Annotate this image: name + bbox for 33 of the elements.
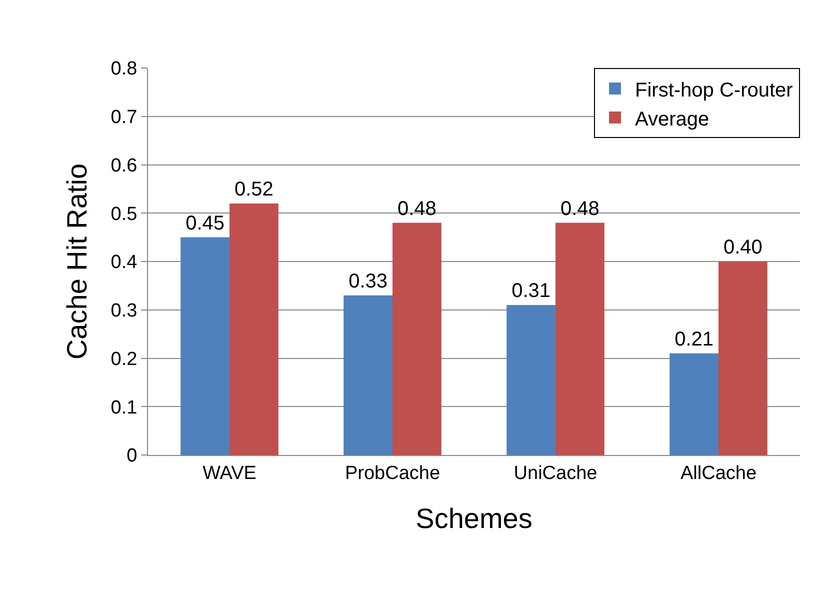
y-tick-label: 0.5 <box>110 204 138 225</box>
bar <box>180 237 230 455</box>
x-tick-label: AllCache <box>680 462 757 484</box>
bar <box>718 262 768 455</box>
legend-label: First-hop C-router <box>635 79 794 102</box>
bar <box>392 222 442 455</box>
data-label: 0.33 <box>348 270 388 292</box>
data-label: 0.52 <box>234 178 274 200</box>
y-tick-label: 0.4 <box>110 252 138 274</box>
bar <box>230 203 278 455</box>
bar <box>506 305 556 455</box>
y-tick-label: 0.3 <box>110 300 138 322</box>
y-axis-title: Cache Hit Ratio <box>61 163 92 360</box>
x-axis-title: Schemes <box>416 502 532 534</box>
x-tick-label: UniCache <box>514 462 598 484</box>
y-tick-label: 0.1 <box>110 397 138 418</box>
x-tick-label: ProbCache <box>344 462 440 484</box>
y-tick-label: 0.2 <box>110 348 138 370</box>
bar <box>556 222 604 455</box>
data-label: 0.31 <box>512 280 551 302</box>
data-label: 0.40 <box>723 236 762 258</box>
y-tick-label: 0.7 <box>110 107 138 128</box>
y-tick-label: 0.8 <box>110 58 138 80</box>
data-label: 0.21 <box>674 328 714 350</box>
y-tick-label: 0.6 <box>110 155 138 176</box>
y-tick-label: 0 <box>126 446 138 467</box>
data-label: 0.45 <box>186 212 225 234</box>
x-tick-label: WAVE <box>202 462 256 484</box>
legend-label: Average <box>635 108 710 130</box>
bar <box>670 353 718 455</box>
bar <box>344 295 392 455</box>
data-label: 0.48 <box>397 198 436 220</box>
data-label: 0.48 <box>560 198 600 220</box>
